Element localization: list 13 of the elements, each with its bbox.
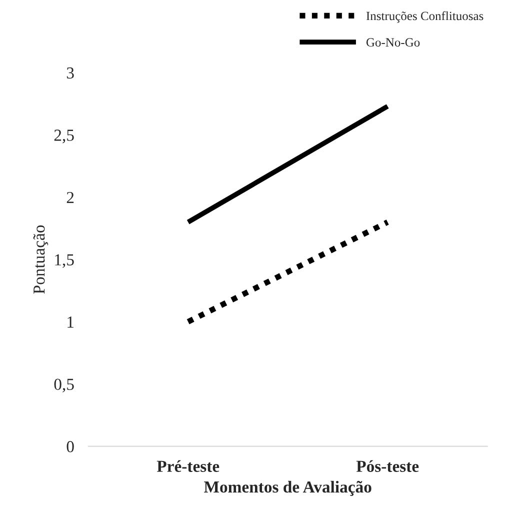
y-tick-label: 0,5 bbox=[54, 378, 74, 392]
y-tick-label: 0 bbox=[66, 441, 74, 452]
y-tick-label: 1 bbox=[68, 316, 74, 328]
y-tick-label: 2 bbox=[66, 192, 74, 204]
y-tick-label: 3 bbox=[66, 67, 74, 79]
x-tick-label: Pós-teste bbox=[356, 460, 419, 472]
y-tick-label: 1,5 bbox=[55, 254, 74, 268]
x-tick-label: Pré-teste bbox=[156, 460, 220, 472]
x-axis-title: Momentos de Avaliação bbox=[204, 480, 372, 496]
legend-label: Instruções Conflituosas bbox=[366, 11, 484, 23]
y-tick-label: 2,5 bbox=[54, 130, 74, 144]
legend-label: Go-No-Go bbox=[366, 38, 420, 47]
y-axis-title: Pontuação bbox=[33, 225, 48, 294]
